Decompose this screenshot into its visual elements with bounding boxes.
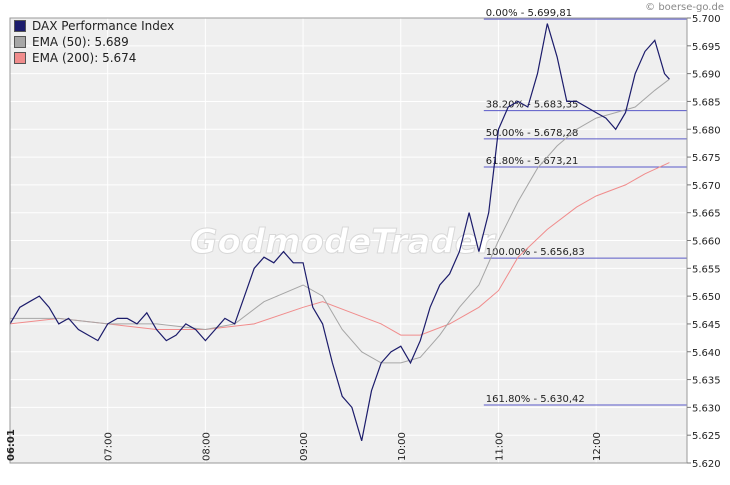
x-tick-label: 12:00 [592, 432, 603, 461]
y-tick-label: 5.685 [692, 97, 721, 108]
fib-level-label: 0.00% - 5.699,81 [486, 8, 572, 19]
y-tick-label: 5.625 [692, 431, 721, 442]
legend: DAX Performance Index EMA (50): 5.689 EM… [14, 18, 174, 66]
y-tick-label: 5.655 [692, 264, 721, 275]
y-tick-label: 5.660 [692, 237, 721, 248]
y-tick-label: 5.640 [692, 348, 721, 359]
grid-lines [9, 17, 687, 464]
y-tick-label: 5.680 [692, 125, 721, 136]
y-tick-label: 5.675 [692, 153, 721, 164]
fib-level-label: 61.80% - 5.673,21 [486, 156, 579, 167]
x-tick-label: 08:00 [201, 432, 212, 461]
y-tick-label: 5.695 [692, 42, 721, 53]
legend-label-dax: DAX Performance Index [32, 19, 175, 33]
fib-level-label: 100.00% - 5.656,83 [486, 247, 585, 258]
legend-label-ema50: EMA (50): 5.689 [32, 35, 129, 49]
y-tick-label: 5.650 [692, 292, 721, 303]
legend-swatch-ema200 [14, 52, 26, 64]
fib-level-label: 38.20% - 5.683,35 [486, 100, 579, 111]
y-tick-label: 5.620 [692, 459, 721, 470]
series-line-dax [9, 23, 670, 441]
y-tick-label: 5.700 [692, 14, 721, 25]
legend-item-ema200: EMA (200): 5.674 [14, 50, 174, 66]
y-tick-label: 5.645 [692, 320, 721, 331]
fib-level-label: 161.80% - 5.630,42 [486, 394, 585, 405]
series-line-ema50 [10, 78, 670, 364]
source-label: © boerse-go.de [645, 2, 724, 13]
legend-swatch-dax [14, 20, 26, 32]
y-tick-label: 5.670 [692, 181, 721, 192]
fib-level-label: 50.00% - 5.678,28 [486, 128, 579, 139]
y-tick-label: 5.630 [692, 403, 721, 414]
y-tick-label: 5.690 [692, 70, 721, 81]
x-tick-label: 10:00 [397, 432, 408, 461]
legend-label-ema200: EMA (200): 5.674 [32, 51, 137, 65]
legend-item-dax: DAX Performance Index [14, 18, 174, 34]
x-tick-label: 06:01 [6, 429, 17, 461]
x-axis: 06:01 07:00 08:00 09:00 10:00 11:00 12:00 [6, 429, 603, 461]
x-tick-label: 11:00 [494, 432, 505, 461]
watermark: GodmodeTrader [189, 222, 496, 262]
x-tick-label: 07:00 [104, 432, 115, 461]
series-lines [9, 23, 670, 441]
y-tick-label: 5.635 [692, 376, 721, 387]
legend-swatch-ema50 [14, 36, 26, 48]
fibonacci-levels: 0.00% - 5.699,81 38.20% - 5.683,35 50.00% … [483, 8, 687, 406]
y-axis: 5.620 5.625 5.630 5.635 5.640 5.645 5.650 5.655… [687, 14, 721, 470]
x-tick-label: 09:00 [299, 432, 310, 461]
legend-item-ema50: EMA (50): 5.689 [14, 34, 174, 50]
y-tick-label: 5.665 [692, 209, 721, 220]
